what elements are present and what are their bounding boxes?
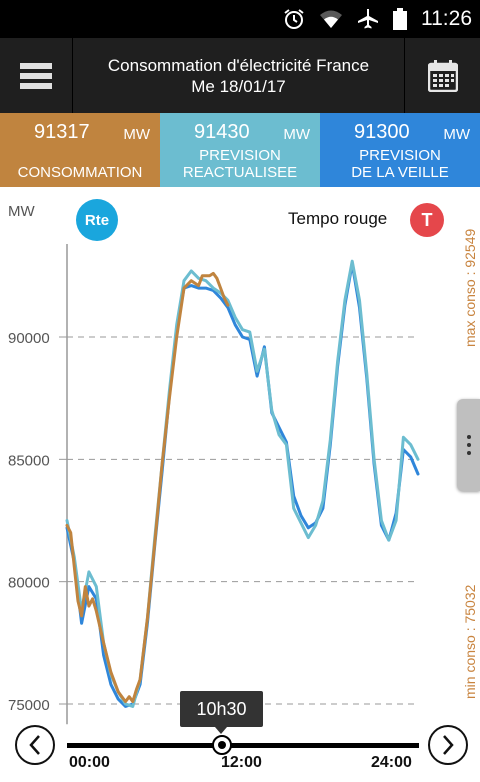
summary-value: 91317 xyxy=(34,121,90,143)
header-divider xyxy=(72,38,73,113)
title-line-2-date: Me 18/01/17 xyxy=(191,76,286,96)
y-tick-label: 90000 xyxy=(8,330,50,347)
calendar-icon xyxy=(427,59,458,92)
dot-icon xyxy=(466,435,471,439)
summary-unit: MW xyxy=(123,126,150,143)
hamburger-menu-icon xyxy=(20,59,52,93)
tempo-label: Tempo rouge xyxy=(288,209,388,228)
summary-label: REACTUALISEE xyxy=(182,164,298,181)
consumption-chart[interactable]: 75000 80000 85000 90000 xyxy=(0,187,480,782)
time-slider-thumb[interactable] xyxy=(212,735,232,755)
summary-prevision-reactualisee[interactable]: 91430 MW PREVISION REACTUALISEE xyxy=(160,113,320,187)
slider-thumb-dot xyxy=(218,741,226,749)
time-slider-track[interactable] xyxy=(67,743,419,748)
max-conso-label: max conso : 92549 xyxy=(462,228,478,347)
alarm-icon xyxy=(284,9,304,29)
summary-panel: 91317 MW CONSOMMATION 91430 MW PREVISION… xyxy=(0,113,480,187)
slider-tick-label: 12:00 xyxy=(221,754,262,771)
rte-logo: Rte xyxy=(76,199,118,241)
summary-label: PREVISION xyxy=(199,147,281,164)
calendar-button[interactable] xyxy=(405,38,480,113)
chevron-left-icon xyxy=(29,735,40,755)
previous-day-button[interactable] xyxy=(15,725,55,765)
chart-area[interactable]: 75000 80000 85000 90000 MW Rte Tempo rouge … xyxy=(0,187,480,782)
series-line-consommation xyxy=(65,271,230,704)
y-tick-label: 80000 xyxy=(8,575,50,592)
status-bar: 11:26 xyxy=(0,0,480,38)
y-axis-unit: MW xyxy=(8,203,35,220)
summary-label: DE LA VEILLE xyxy=(351,164,449,181)
drawer-handle[interactable] xyxy=(457,399,480,491)
summary-value: 91430 xyxy=(194,121,250,143)
summary-label: PREVISION xyxy=(359,147,441,164)
slider-tick-label: 00:00 xyxy=(69,754,110,771)
wifi-icon xyxy=(320,10,342,28)
time-tooltip: 10h30 xyxy=(180,691,263,734)
summary-value: 91300 xyxy=(354,121,410,143)
tempo-badge[interactable]: T xyxy=(410,203,444,237)
dot-icon xyxy=(466,443,471,447)
y-tick-label: 85000 xyxy=(8,452,50,469)
app-header: Consommation d'électricité France Me 18/… xyxy=(0,38,480,113)
next-day-button[interactable] xyxy=(428,725,468,765)
summary-unit: MW xyxy=(443,126,470,143)
dot-icon xyxy=(466,451,471,455)
battery-icon xyxy=(393,8,407,30)
summary-prevision-veille[interactable]: 91300 MW PREVISION DE LA VEILLE xyxy=(320,113,480,187)
title-line-1: Consommation d'électricité France xyxy=(107,55,370,75)
slider-tick-label: 24:00 xyxy=(371,754,412,771)
menu-button[interactable] xyxy=(0,38,72,113)
chevron-right-icon xyxy=(443,735,454,755)
airplane-icon xyxy=(358,9,378,29)
min-conso-label: min conso : 75032 xyxy=(462,584,478,699)
series-line-prevision-reactualisee xyxy=(65,259,420,708)
page-title: Consommation d'électricité France Me 18/… xyxy=(73,38,404,113)
summary-consommation[interactable]: 91317 MW CONSOMMATION xyxy=(0,113,160,187)
y-tick-label: 75000 xyxy=(8,697,50,714)
summary-unit: MW xyxy=(283,126,310,143)
header-divider xyxy=(404,38,405,113)
status-time: 11:26 xyxy=(421,7,472,30)
summary-label: CONSOMMATION xyxy=(17,164,143,181)
